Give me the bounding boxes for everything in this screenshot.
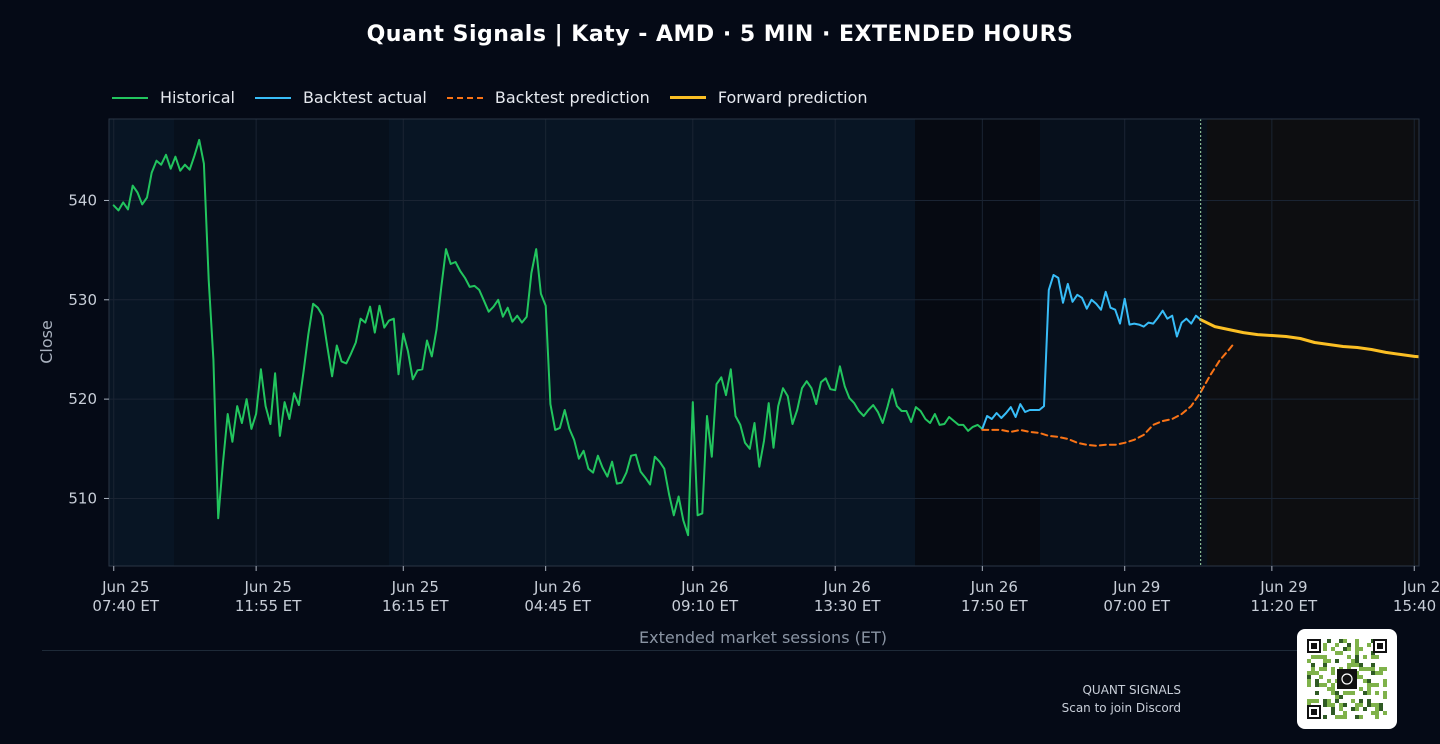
qr-center-logo xyxy=(1337,669,1357,689)
x-tick-time: 09:10 ET xyxy=(671,597,738,615)
legend-item-historical[interactable]: Historical xyxy=(112,88,235,107)
x-tick-date: Jun 25 xyxy=(101,578,149,596)
legend-label-forward-prediction: Forward prediction xyxy=(717,88,868,107)
session-band-after-hours xyxy=(915,119,1040,566)
legend: Historical Backtest actual Backtest pred… xyxy=(112,88,888,107)
x-tick-date: Jun 29 xyxy=(1259,578,1307,596)
legend-item-forward-prediction[interactable]: Forward prediction xyxy=(669,88,868,107)
legend-label-backtest-actual: Backtest actual xyxy=(302,88,427,107)
x-axis-label: Extended market sessions (ET) xyxy=(639,628,887,647)
x-tick-time: 07:00 ET xyxy=(1103,597,1170,615)
y-tick-label: 530 xyxy=(68,291,97,309)
x-tick-date: Jun 29 xyxy=(1112,578,1160,596)
x-tick-date: Jun 26 xyxy=(680,578,728,596)
discord-qr-code[interactable] xyxy=(1297,629,1397,729)
x-tick-time: 04:45 ET xyxy=(524,597,591,615)
y-axis: 510 520 530 540 xyxy=(68,191,109,507)
x-tick-time: 15:40 ET xyxy=(1393,597,1440,615)
series-backtest-prediction-line xyxy=(981,342,1235,447)
session-band-premarket-jun25 xyxy=(109,119,174,566)
x-tick-date: Jun 26 xyxy=(970,578,1018,596)
x-tick-date: Jun 25 xyxy=(391,578,439,596)
brand-name: QUANT SIGNALS xyxy=(1082,683,1181,697)
x-tick-time: 11:55 ET xyxy=(235,597,302,615)
footer-divider xyxy=(42,650,1298,651)
legend-swatch-forward-prediction xyxy=(669,96,706,99)
legend-item-backtest-actual[interactable]: Backtest actual xyxy=(254,88,427,107)
x-tick-date: Jun 26 xyxy=(823,578,871,596)
x-tick-time: 11:20 ET xyxy=(1251,597,1318,615)
legend-swatch-historical xyxy=(112,96,148,99)
legend-item-backtest-prediction[interactable]: Backtest prediction xyxy=(446,88,650,107)
session-band-overnight xyxy=(389,119,915,566)
series-layer xyxy=(112,138,1419,537)
x-tick-time: 13:30 ET xyxy=(814,597,881,615)
y-tick-label: 510 xyxy=(68,489,97,507)
plot-border xyxy=(108,118,1420,567)
series-historical-line xyxy=(112,138,984,537)
footer-brand: QUANT SIGNALS Scan to join Discord xyxy=(1062,681,1181,717)
x-tick-time: 17:50 ET xyxy=(961,597,1028,615)
legend-label-historical: Historical xyxy=(160,88,235,107)
discord-cta: Scan to join Discord xyxy=(1061,701,1181,715)
series-forward-prediction-line xyxy=(1199,318,1419,359)
x-tick-time: 16:15 ET xyxy=(382,597,449,615)
legend-swatch-backtest-prediction xyxy=(446,96,483,99)
y-tick-label: 540 xyxy=(68,191,97,209)
legend-swatch-backtest-actual xyxy=(254,96,291,99)
chart-title: Quant Signals | Katy - AMD · 5 MIN · EXT… xyxy=(366,22,1074,47)
qr-icon xyxy=(1307,639,1387,719)
x-tick-date: Jun 26 xyxy=(533,578,581,596)
x-tick-date: Jun 25 xyxy=(243,578,291,596)
y-tick-label: 520 xyxy=(68,390,97,408)
legend-label-backtest-prediction: Backtest prediction xyxy=(494,88,650,107)
x-tick-date: Jun 29 xyxy=(1402,578,1440,596)
y-axis-label: Close xyxy=(37,320,56,364)
x-tick-time: 07:40 ET xyxy=(92,597,159,615)
series-backtest-actual-line xyxy=(981,274,1202,430)
